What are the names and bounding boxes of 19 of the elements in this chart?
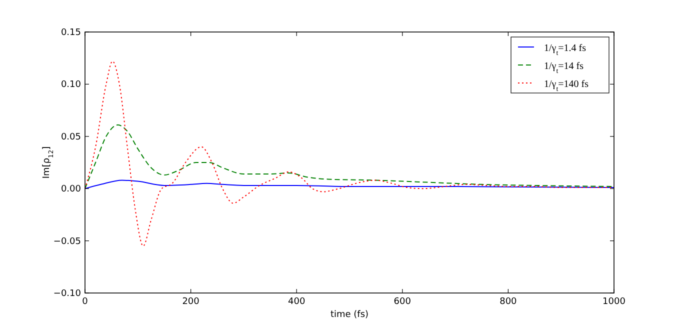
y-tick-label: −0.10 bbox=[53, 289, 82, 299]
x-tick-label: 200 bbox=[182, 297, 200, 307]
x-tick-label: 1000 bbox=[602, 297, 626, 307]
x-tick-label: 0 bbox=[82, 297, 88, 307]
legend-label: 1/γ$_{t}$=14 fs bbox=[544, 61, 584, 75]
legend-label: 1/γ$_{t}$=1.4 fs bbox=[544, 43, 586, 57]
x-axis-title: time (fs) bbox=[330, 310, 369, 320]
legend-label: 1/γ$_{t}$=140 fs bbox=[544, 79, 589, 93]
y-tick-label: −0.05 bbox=[53, 236, 81, 247]
y-tick-label: 0.05 bbox=[60, 132, 81, 142]
y-tick-label: 0.15 bbox=[60, 28, 81, 38]
line-series bbox=[85, 124, 614, 190]
y-tick-label: 0.00 bbox=[60, 184, 82, 195]
x-tick-label: 800 bbox=[500, 297, 518, 307]
y-tick-label: 0.10 bbox=[60, 80, 82, 90]
x-tick-label: 400 bbox=[288, 297, 306, 307]
line-series bbox=[85, 180, 614, 190]
line-series bbox=[85, 60, 614, 247]
x-tick-label: 600 bbox=[394, 297, 412, 307]
